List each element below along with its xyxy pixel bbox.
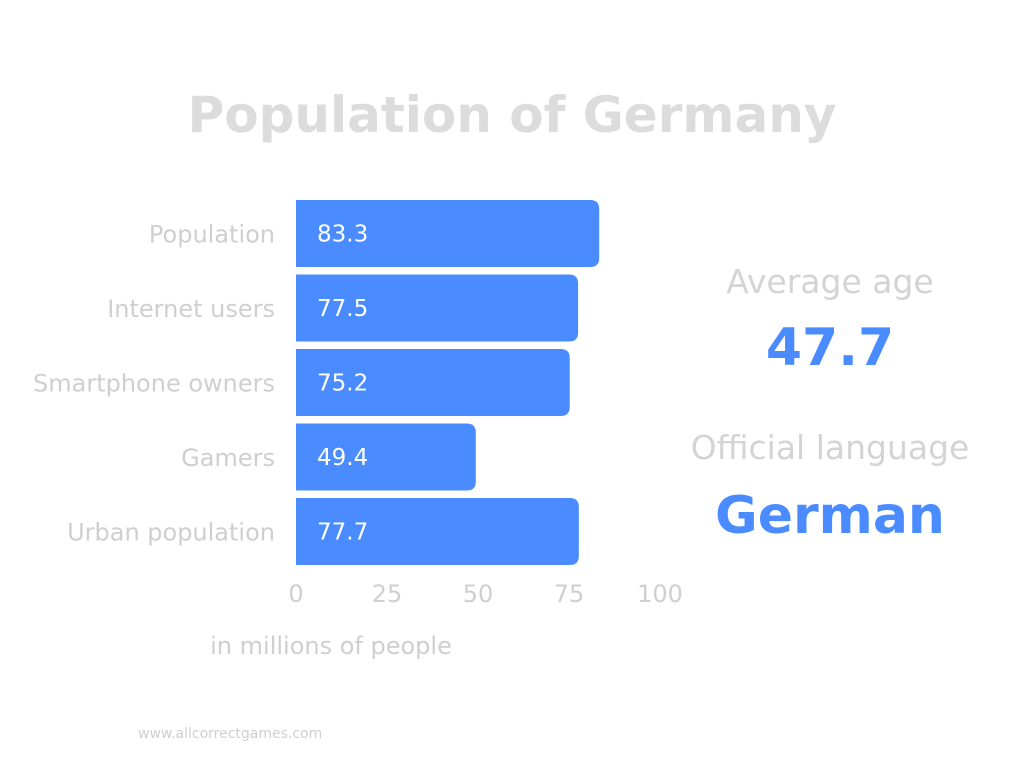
page-title: Population of Germany [187, 86, 837, 144]
x-tick-label: 25 [372, 580, 403, 608]
value-label: 75.2 [317, 371, 368, 397]
x-tick-label: 0 [288, 580, 303, 608]
category-label: Population [149, 221, 275, 249]
category-label: Gamers [181, 444, 275, 472]
bar-gamers [296, 423, 476, 491]
bar-smartphone-owners [296, 349, 570, 416]
value-label: 77.5 [317, 296, 368, 322]
value-label: 77.7 [317, 520, 368, 546]
bar-population [296, 200, 600, 267]
average-age-value: 47.7 [765, 318, 895, 378]
value-label: 83.3 [317, 222, 368, 248]
x-tick-label: 100 [637, 580, 683, 608]
x-tick-label: 75 [554, 580, 585, 608]
official-language-label: Official language [690, 428, 970, 467]
x-axis-label: in millions of people [210, 632, 452, 660]
bar-urban-population [296, 498, 579, 565]
average-age-label: Average age [726, 262, 934, 301]
bar-chart: Population Internet users Smartphone owner… [33, 200, 683, 660]
category-label: Smartphone owners [33, 370, 275, 398]
value-labels-group: 83.3 77.5 75.2 49.4 77.7 [317, 222, 368, 546]
category-label: Internet users [107, 295, 275, 323]
category-label: Urban population [67, 519, 275, 547]
official-language-value: German [715, 486, 945, 546]
bars-group [296, 200, 600, 565]
x-tick-label: 50 [463, 580, 494, 608]
category-labels-group: Population Internet users Smartphone owner… [33, 221, 275, 547]
footer-url: www.allcorrectgames.com [138, 726, 323, 742]
value-label: 49.4 [317, 445, 368, 471]
x-tick-labels-group: 0 25 50 75 100 [288, 580, 683, 608]
bar-internet-users [296, 274, 579, 342]
